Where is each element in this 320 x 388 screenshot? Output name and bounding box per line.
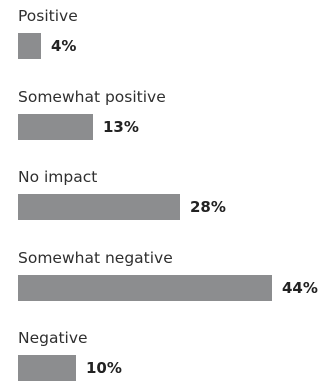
value-label: 13% (103, 117, 139, 136)
bar (18, 274, 272, 301)
bar-row: Somewhat negative 44% (18, 248, 318, 308)
category-label: Negative (18, 329, 88, 347)
value-label: 28% (190, 198, 226, 216)
bar (18, 113, 93, 140)
bar (18, 355, 76, 381)
bar (18, 194, 180, 220)
value-label: 4% (51, 37, 77, 55)
value-label: 10% (86, 359, 122, 377)
category-label: No impact (18, 168, 98, 186)
bar-row: Negative 10% (18, 328, 318, 388)
bar-row: Positive 4% (18, 6, 318, 66)
category-label: Somewhat positive (18, 87, 166, 106)
category-label: Somewhat negative (18, 248, 173, 267)
bar (18, 33, 41, 59)
bar-row: No impact 28% (18, 167, 318, 227)
bar-row: Somewhat positive 13% (18, 87, 318, 147)
category-label: Positive (18, 7, 78, 25)
value-label: 44% (282, 278, 318, 297)
